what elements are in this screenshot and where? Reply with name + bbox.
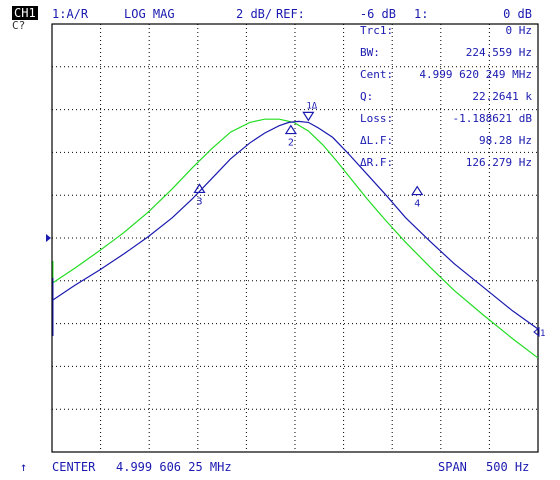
channel-indicator[interactable]: CH1 — [12, 6, 38, 20]
marker-info-value: 126.279 Hz — [465, 156, 532, 169]
marker-info-value: 4.999 620 249 MHz — [419, 68, 532, 81]
measurement-param[interactable]: 1:A/R — [52, 7, 89, 21]
span-label: SPAN — [438, 460, 467, 474]
marker-label-active: 1Δ — [306, 101, 317, 111]
marker-info-label: Loss: — [360, 112, 394, 125]
trace-line — [52, 120, 539, 330]
marker-info-label: BW: — [360, 46, 380, 59]
marker-info-value: 98.28 Hz — [479, 134, 532, 147]
trace-line — [52, 118, 539, 359]
marker-info-label: Q: — [360, 90, 374, 103]
marker-info-label: ΔR.F: — [360, 156, 394, 169]
up-arrow-icon: ↑ — [20, 460, 28, 474]
end-marker-label: 1 — [540, 329, 545, 339]
ref-label: REF: — [276, 7, 305, 21]
channel-status: C? — [12, 19, 26, 32]
marker-info-value: 0 Hz — [505, 24, 533, 37]
reference-level-marker — [46, 234, 51, 242]
span-value[interactable]: 500 Hz — [486, 460, 530, 474]
marker-label: 1: — [414, 7, 429, 21]
center-label: CENTER — [52, 460, 96, 474]
ref-value[interactable]: -6 dB — [359, 7, 396, 21]
marker-triangle-active — [302, 111, 315, 122]
marker-triangle — [284, 124, 297, 135]
marker-triangle — [193, 183, 206, 194]
marker-label: 3 — [197, 196, 203, 207]
marker-value[interactable]: 0 dB — [503, 7, 532, 21]
display-format[interactable]: LOG MAG — [124, 7, 175, 21]
marker-info-label: Trc1: — [360, 24, 394, 37]
marker-label: 4 — [414, 199, 420, 210]
marker-triangle — [411, 185, 424, 196]
marker-info-label: Cent: — [360, 68, 394, 81]
center-frequency[interactable]: 4.999 606 25 MHz — [116, 460, 232, 474]
marker-label: 2 — [288, 138, 294, 149]
scale-per-div[interactable]: 2 dB/ — [236, 7, 273, 21]
marker-info-value: 224.559 Hz — [465, 46, 532, 59]
marker-info-value: -1.188621 dB — [452, 112, 532, 125]
plot-frame — [51, 23, 539, 453]
end-marker-triangle — [533, 326, 540, 337]
marker-info-label: ΔL.F: — [360, 134, 394, 147]
marker-info-value: 22.2641 k — [472, 90, 532, 103]
